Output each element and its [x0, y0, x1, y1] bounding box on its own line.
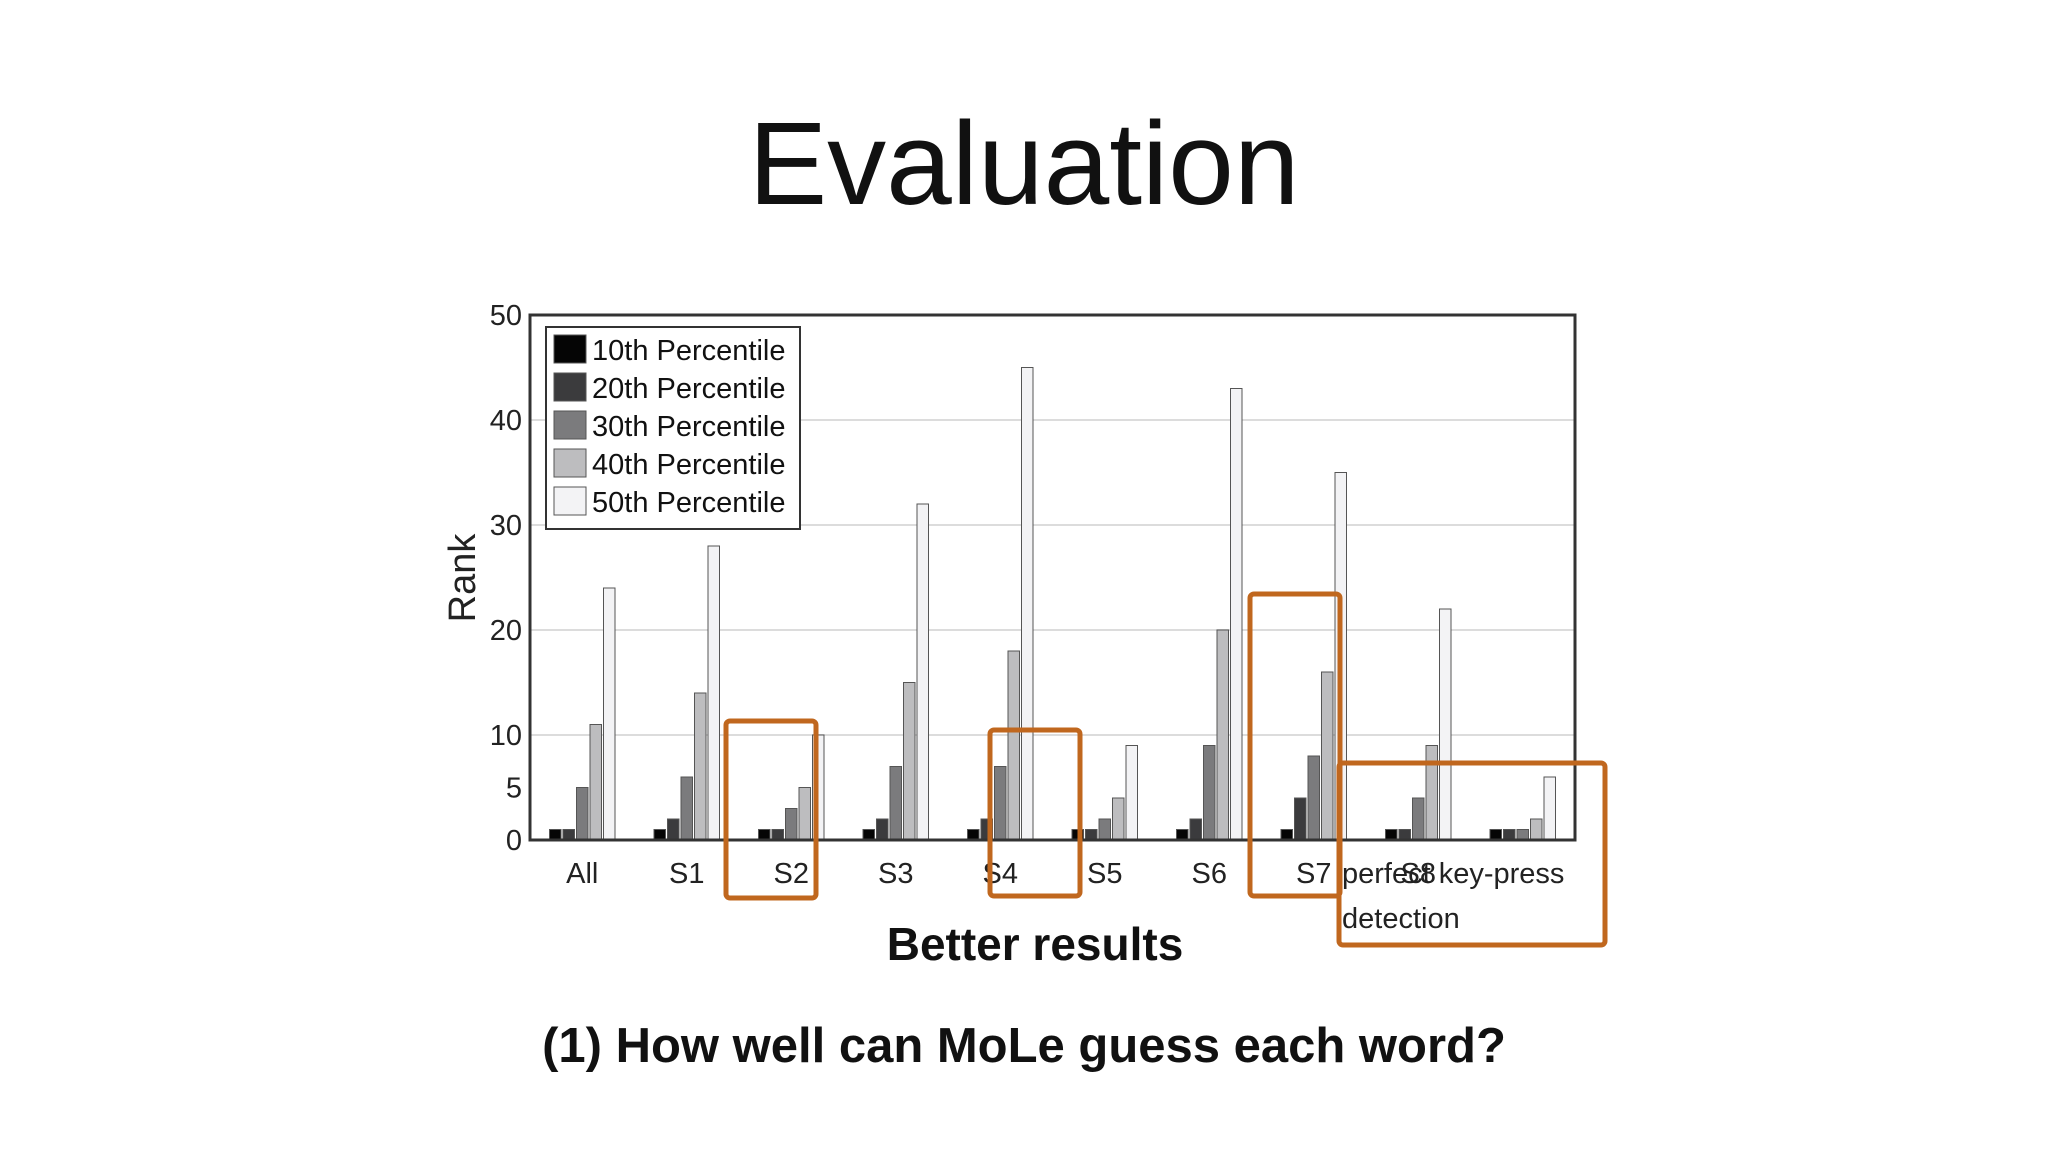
bar-s5-series-3: [1098, 818, 1111, 841]
bar-s3-series-3: [889, 766, 902, 841]
bar-s1-series-2: [667, 818, 680, 841]
bar-s8-series-2: [1398, 829, 1411, 841]
slide-caption: (1) How well can MoLe guess each word?: [542, 1019, 1506, 1073]
bar-s1-series-3: [680, 776, 693, 841]
bar-s3-series-5: [916, 503, 929, 841]
bar-s2-series-1: [758, 829, 771, 841]
bar-s3-series-2: [876, 818, 889, 841]
bar-s5-series-5: [1125, 745, 1138, 841]
legend-swatch: [553, 372, 587, 402]
y-tick-label: 5: [506, 773, 522, 805]
bar-s5-series-4: [1112, 797, 1125, 841]
bar-s3-series-1: [862, 829, 875, 841]
bar-s2-series-2: [771, 829, 784, 841]
y-tick-label: 50: [490, 300, 522, 332]
x-tick-label: S7: [1296, 858, 1331, 890]
bar-s4-series-3: [994, 766, 1007, 841]
bar-s8-series-1: [1385, 829, 1398, 841]
x-tick-label: S3: [878, 858, 913, 890]
bar-s3-series-4: [903, 682, 916, 841]
bar-perfect-series-4: [1530, 818, 1543, 841]
highlight-box-s8: [1247, 591, 1343, 899]
y-tick-label: 30: [490, 510, 522, 542]
highlight-box-perfect-key-press-detection: [1336, 760, 1608, 948]
highlight-box-s2: [723, 718, 819, 901]
legend: 10th Percentile 20th Percentile 30th Perce…: [545, 326, 801, 530]
plot-frame: [528, 313, 1577, 842]
bar-s8-series-5: [1439, 608, 1452, 841]
bar-all-series-4: [589, 724, 602, 841]
bar-s6-series-2: [1189, 818, 1202, 841]
y-tick-labels: 0 5 10 20 30 40 50: [490, 300, 522, 857]
bar-s7-series-3: [1307, 755, 1320, 841]
x-tick-label: S5: [1087, 858, 1122, 890]
x-tick-label: S2: [774, 858, 809, 890]
bar-s7-series-4: [1321, 671, 1334, 841]
highlight-box-s5: [987, 727, 1083, 899]
bar-perfect-series-5: [1543, 776, 1556, 841]
bar-all-series-5: [603, 587, 616, 841]
bar-perfect-series-2: [1503, 829, 1516, 841]
y-tick-label: 20: [490, 615, 522, 647]
x-tick-label: S1: [669, 858, 704, 890]
x-tick-label: S6: [1192, 858, 1227, 890]
bar-s1-series-1: [653, 829, 666, 841]
bar-s8-series-4: [1425, 745, 1438, 841]
bar-s7-series-1: [1280, 829, 1293, 841]
y-tick-label: 0: [506, 825, 522, 857]
legend-label: 50th Percentile: [592, 487, 785, 519]
bar-s7-series-2: [1294, 797, 1307, 841]
highlight-boxes: [723, 591, 1608, 948]
bar-s6-series-5: [1230, 388, 1243, 841]
legend-swatch: [553, 334, 587, 364]
bar-s1-series-4: [694, 692, 707, 841]
legend-swatch: [553, 486, 587, 516]
x-axis-label: Better results: [887, 918, 1184, 970]
legend-swatch: [553, 448, 587, 478]
bar-all-series-3: [576, 787, 589, 841]
legend-label: 40th Percentile: [592, 449, 785, 481]
bar-s5-series-2: [1085, 829, 1098, 841]
legend-label: 10th Percentile: [592, 335, 785, 367]
x-tick-label: detection: [1342, 903, 1460, 935]
bar-s6-series-4: [1216, 629, 1229, 841]
bar-s1-series-5: [707, 545, 720, 841]
bar-perfect-series-1: [1489, 829, 1502, 841]
legend-label: 30th Percentile: [592, 411, 785, 443]
bar-s2-series-4: [798, 787, 811, 841]
legend-box: [545, 326, 801, 530]
y-tick-label: 40: [490, 405, 522, 437]
legend-swatch: [553, 410, 587, 440]
bar-s4-series-4: [1007, 650, 1020, 841]
legend-label: 20th Percentile: [592, 373, 785, 405]
slide-title: Evaluation: [748, 98, 1300, 230]
y-axis-label: Rank: [442, 533, 484, 623]
bar-s6-series-3: [1203, 745, 1216, 841]
bar-s8-series-3: [1412, 797, 1425, 841]
y-tick-label: 10: [490, 720, 522, 752]
x-tick-label: S8: [1401, 858, 1436, 890]
bar-perfect-series-3: [1516, 829, 1529, 841]
bar-all-series-2: [562, 829, 575, 841]
bar-s4-series-5: [1021, 367, 1034, 841]
bar-all-series-1: [549, 829, 562, 841]
bar-s6-series-1: [1176, 829, 1189, 841]
x-tick-label: perfect key-press: [1342, 858, 1564, 890]
x-tick-label: All: [566, 858, 598, 890]
bar-s4-series-1: [967, 829, 980, 841]
bar-s2-series-3: [785, 808, 798, 841]
